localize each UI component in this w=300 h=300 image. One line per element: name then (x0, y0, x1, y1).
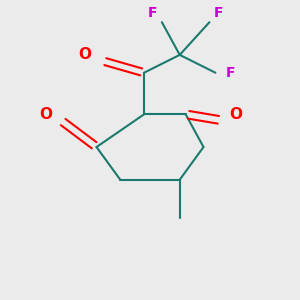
Text: F: F (226, 66, 235, 80)
Text: O: O (230, 107, 243, 122)
Text: O: O (78, 47, 91, 62)
Text: F: F (148, 6, 158, 20)
Text: F: F (214, 6, 223, 20)
Text: O: O (40, 107, 52, 122)
